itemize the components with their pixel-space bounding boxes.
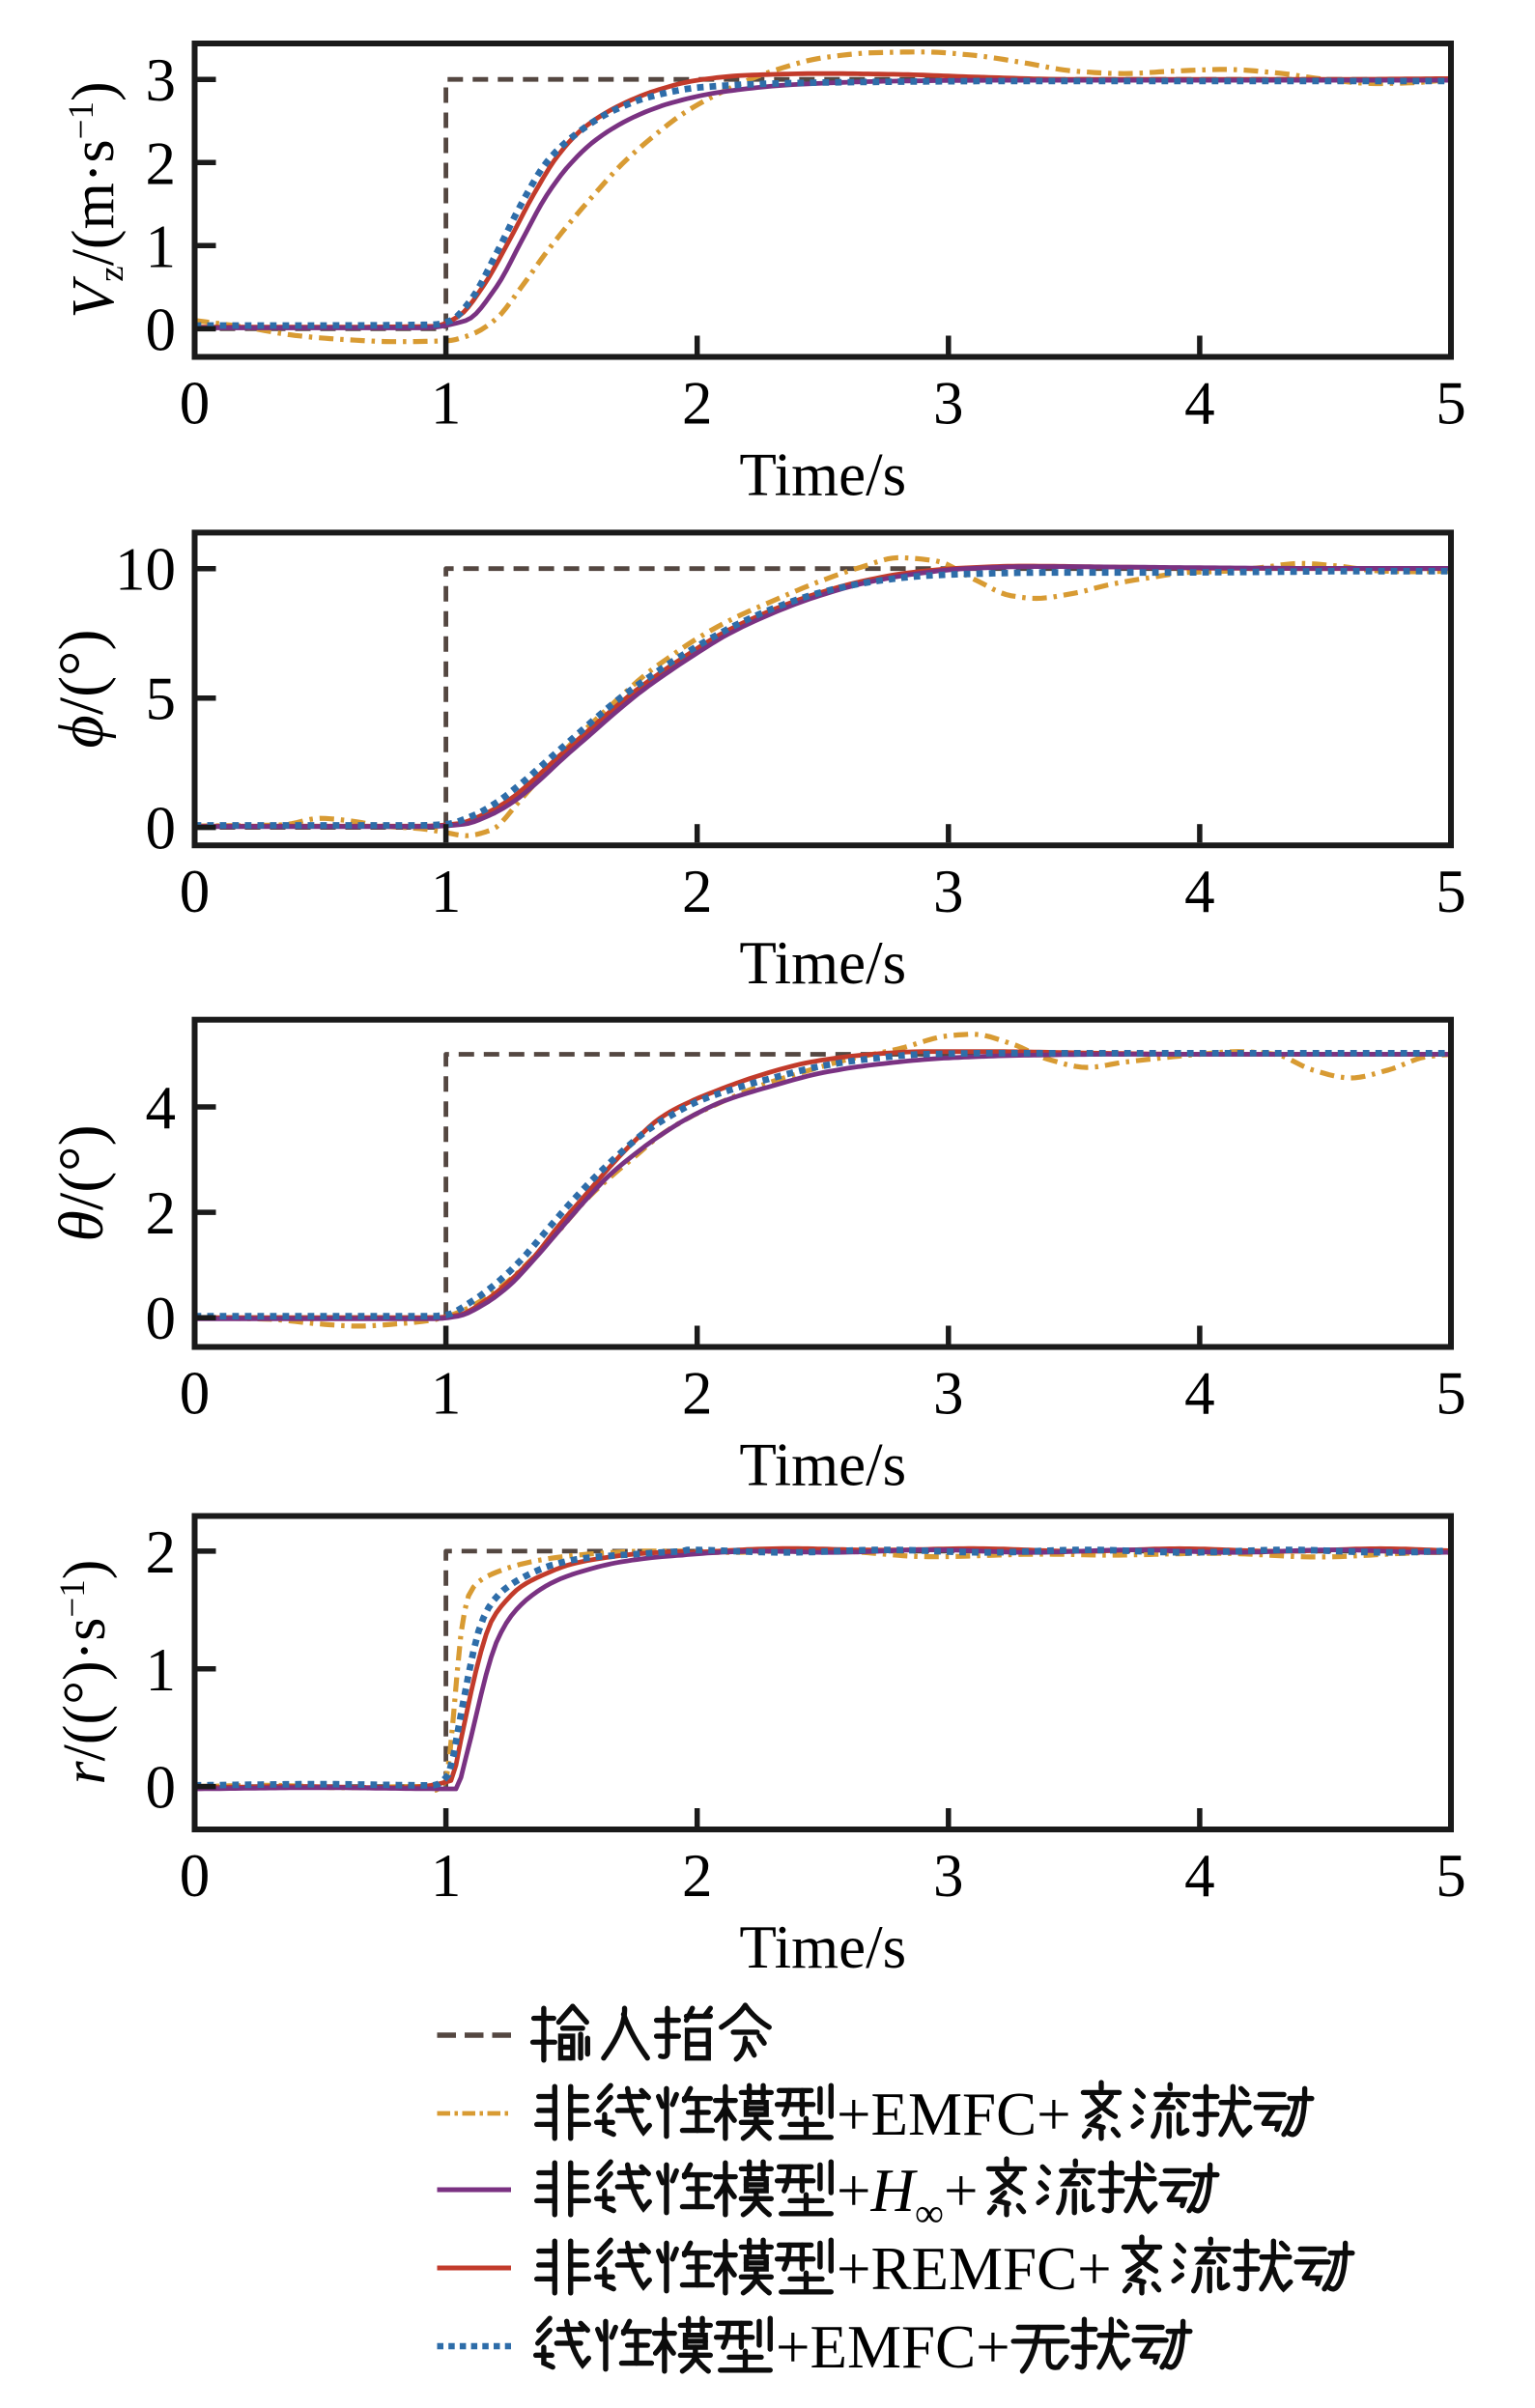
- svg-text:2: 2: [682, 1360, 713, 1428]
- svg-text:Time/s: Time/s: [739, 1913, 906, 1981]
- svg-text:2: 2: [682, 370, 713, 438]
- svg-text:3: 3: [933, 1842, 964, 1910]
- svg-text:Time/s: Time/s: [739, 1431, 906, 1498]
- svg-text:10: 10: [115, 536, 176, 604]
- svg-text:5: 5: [1436, 370, 1466, 438]
- svg-text:4: 4: [1184, 1842, 1215, 1910]
- svg-text:θ/(°): θ/(°): [46, 1124, 117, 1241]
- svg-text:5: 5: [146, 666, 177, 733]
- svg-text:4: 4: [1184, 858, 1215, 925]
- svg-text:+EMFC+: +EMFC+: [837, 2081, 1071, 2148]
- svg-text:4: 4: [146, 1074, 177, 1142]
- svg-text:5: 5: [1436, 1360, 1466, 1428]
- svg-text:0: 0: [146, 795, 177, 863]
- svg-text:1: 1: [431, 1842, 462, 1910]
- svg-text:0: 0: [180, 1842, 211, 1910]
- svg-text:Time/s: Time/s: [739, 929, 906, 997]
- svg-text:2: 2: [146, 1179, 177, 1247]
- svg-text:2: 2: [682, 858, 713, 925]
- svg-text:0: 0: [180, 858, 211, 925]
- svg-text:0: 0: [146, 296, 177, 363]
- svg-text:0: 0: [180, 370, 211, 438]
- svg-text:3: 3: [933, 858, 964, 925]
- svg-text:0: 0: [146, 1285, 177, 1352]
- svg-text:ϕ/(°): ϕ/(°): [46, 630, 117, 749]
- svg-text:2: 2: [146, 1518, 177, 1586]
- svg-text:3: 3: [933, 1360, 964, 1428]
- svg-text:5: 5: [1436, 1842, 1466, 1910]
- svg-text:+EMFC+: +EMFC+: [776, 2313, 1010, 2381]
- svg-text:0: 0: [180, 1360, 211, 1428]
- svg-text:1: 1: [146, 1636, 177, 1704]
- svg-text:4: 4: [1184, 370, 1215, 438]
- svg-text:+REMFC+: +REMFC+: [837, 2235, 1112, 2303]
- svg-text:5: 5: [1436, 858, 1466, 925]
- svg-text:1: 1: [146, 212, 177, 280]
- svg-text:r/((°)·s−1): r/((°)·s−1): [52, 1560, 118, 1785]
- svg-text:4: 4: [1184, 1360, 1215, 1428]
- svg-text:1: 1: [431, 1360, 462, 1428]
- svg-text:Vz/(m·s−1): Vz/(m·s−1): [61, 81, 131, 318]
- svg-text:3: 3: [146, 46, 177, 114]
- svg-text:0: 0: [146, 1754, 177, 1822]
- svg-text:3: 3: [933, 370, 964, 438]
- svg-text:+H∞+: +H∞+: [837, 2157, 979, 2236]
- svg-text:Time/s: Time/s: [739, 440, 906, 508]
- svg-text:2: 2: [682, 1842, 713, 1910]
- svg-text:1: 1: [431, 858, 462, 925]
- svg-text:2: 2: [146, 129, 177, 197]
- svg-text:1: 1: [431, 370, 462, 438]
